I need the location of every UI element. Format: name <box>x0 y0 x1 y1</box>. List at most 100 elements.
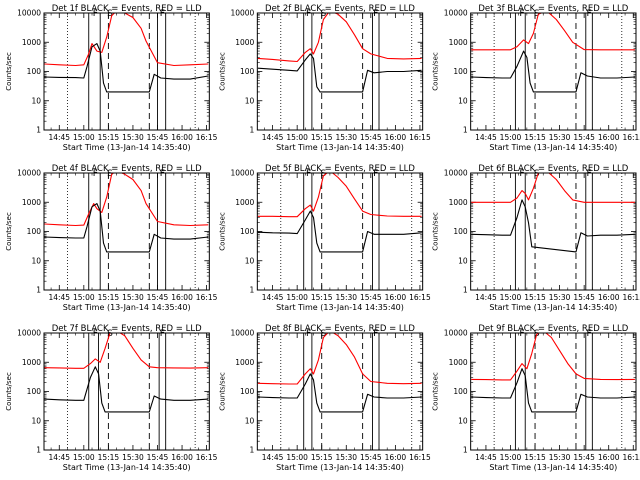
panel-title: Det 8f BLACK = Events, RED = LLD <box>265 324 415 334</box>
series-group <box>44 13 209 93</box>
x-tick-label: 16:15 <box>196 293 218 302</box>
series-line-events <box>257 373 422 413</box>
x-tick-label: 15:45 <box>360 293 382 302</box>
x-tick-label: 15:15 <box>524 293 546 302</box>
series-line-events <box>471 50 635 93</box>
marker-letter: F <box>586 329 591 339</box>
series-line-events <box>471 368 635 413</box>
marker-letter: F <box>373 169 378 179</box>
y-tick-label: 1 <box>36 126 41 135</box>
x-tick-label: 14:45 <box>262 293 284 302</box>
series-group <box>471 13 635 93</box>
x-tick-label: 16:00 <box>385 133 407 142</box>
marker-letter: F <box>586 9 591 19</box>
x-tick-label: 14:45 <box>48 453 70 462</box>
y-axis-label: Counts/sec <box>5 372 13 411</box>
plot-frame <box>256 12 424 131</box>
marker-letter: S <box>320 169 326 179</box>
series-line-lld <box>471 13 635 51</box>
x-axis-label: Start Time (13-Jan-14 14:35:40) <box>489 143 617 152</box>
x-tick-label: 16:00 <box>598 453 620 462</box>
marker-letter: F <box>306 329 311 339</box>
y-tick-label: 1000 <box>449 198 468 207</box>
x-tick-label: 15:15 <box>311 453 333 462</box>
marker-letter: F <box>373 329 378 339</box>
y-tick-label: 100 <box>240 67 255 76</box>
marker-letter: F <box>306 169 311 179</box>
y-tick-label: 10 <box>458 416 468 425</box>
y-axis-label: Counts/sec <box>5 212 13 251</box>
x-tick-label: 15:45 <box>147 293 169 302</box>
plot-frame <box>43 332 210 451</box>
chart-panel-2: Det 2f BLACK = Events, RED = LLD Counts/s… <box>218 4 431 152</box>
x-tick-label: 14:45 <box>48 133 70 142</box>
marker-letter: S <box>107 169 113 179</box>
x-tick-label: 16:15 <box>409 453 431 462</box>
y-tick-label: 1000 <box>22 358 41 367</box>
y-tick-label: 10000 <box>444 329 468 338</box>
x-tick-label: 14:45 <box>262 133 284 142</box>
marker-letter: F <box>160 329 165 339</box>
x-tick-label: 15:30 <box>549 453 571 462</box>
y-tick-label: 1000 <box>235 38 254 47</box>
panel-title: Det 6f BLACK = Events, RED = LLD <box>478 164 628 174</box>
x-tick-label: 15:15 <box>98 133 120 142</box>
series-line-events <box>44 203 209 253</box>
y-tick-label: 1 <box>463 286 468 295</box>
y-tick-label: 10 <box>245 256 255 265</box>
x-axis-label: Start Time (13-Jan-14 14:35:40) <box>63 463 191 472</box>
series-line-events <box>471 199 635 253</box>
chart-panel-3: Det 3f BLACK = Events, RED = LLD Counts/s… <box>432 4 640 152</box>
y-tick-label: 10 <box>245 416 255 425</box>
x-tick-label: 15:30 <box>335 133 357 142</box>
x-tick-label: 15:00 <box>286 293 308 302</box>
marker-letter: S <box>320 9 326 19</box>
x-tick-label: 15:30 <box>335 293 357 302</box>
marker-letter: F <box>160 169 165 179</box>
y-axis-label: Counts/sec <box>432 52 440 91</box>
y-tick-label: 10 <box>31 96 41 105</box>
x-tick-label: 15:30 <box>122 133 144 142</box>
x-axis-label: Start Time (13-Jan-14 14:35:40) <box>63 143 191 152</box>
x-tick-label: 15:30 <box>122 453 144 462</box>
series-line-lld <box>44 333 209 369</box>
plot-frame <box>43 12 210 131</box>
panel-title: Det 9f BLACK = Events, RED = LLD <box>478 324 628 334</box>
y-tick-label: 10 <box>245 96 255 105</box>
plot-frame <box>43 172 210 291</box>
y-tick-label: 10 <box>31 256 41 265</box>
x-axis-label: Start Time (13-Jan-14 14:35:40) <box>489 463 617 472</box>
y-tick-label: 10 <box>458 96 468 105</box>
y-axis-label: Counts/sec <box>5 52 13 91</box>
series-group <box>257 333 422 413</box>
y-tick-label: 100 <box>27 387 42 396</box>
x-tick-label: 16:15 <box>196 133 218 142</box>
x-tick-label: 16:00 <box>598 293 620 302</box>
marker-letter: F <box>519 329 524 339</box>
x-tick-label: 15:45 <box>360 133 382 142</box>
series-group <box>471 173 635 253</box>
x-tick-label: 14:45 <box>262 453 284 462</box>
y-tick-label: 1 <box>250 446 255 455</box>
marker-letter: F <box>93 9 98 19</box>
x-tick-label: 15:45 <box>573 453 595 462</box>
marker-letter: F <box>519 9 524 19</box>
panel-title: Det 3f BLACK = Events, RED = LLD <box>478 4 628 14</box>
series-group <box>44 333 209 413</box>
y-axis-label: Counts/sec <box>218 212 226 251</box>
y-tick-label: 10000 <box>230 329 254 338</box>
marker-letter: S <box>534 169 540 179</box>
y-tick-label: 100 <box>27 227 42 236</box>
x-tick-label: 16:15 <box>622 293 640 302</box>
x-tick-label: 16:15 <box>622 453 640 462</box>
x-tick-label: 15:15 <box>524 453 546 462</box>
plot-frame <box>470 12 637 131</box>
x-tick-label: 15:00 <box>500 293 522 302</box>
x-tick-label: 15:30 <box>335 453 357 462</box>
y-tick-label: 1000 <box>235 198 254 207</box>
x-tick-label: 15:30 <box>549 133 571 142</box>
x-axis-label: Start Time (13-Jan-14 14:35:40) <box>276 463 404 472</box>
x-tick-label: 16:00 <box>385 293 407 302</box>
series-line-lld <box>471 173 635 203</box>
plot-frame <box>256 172 424 291</box>
